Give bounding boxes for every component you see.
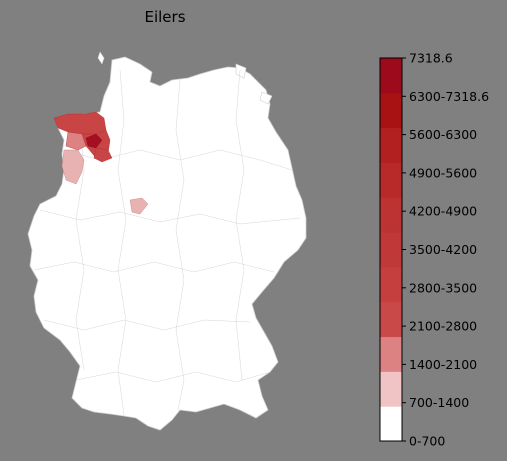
colorbar-ticks: 0-700 700-1400 1400-2100 2100-2800 2800-3500… bbox=[402, 51, 489, 449]
colorbar-tick-label: 3500-4200 bbox=[409, 242, 477, 257]
colorbar-tick-label: 5600-6300 bbox=[409, 127, 477, 142]
colorbar-bin bbox=[380, 336, 402, 372]
colorbar-bin bbox=[380, 197, 402, 233]
colorbar-tick-label: 4200-4900 bbox=[409, 204, 477, 219]
district-emsland bbox=[61, 149, 85, 185]
colorbar-bin bbox=[380, 127, 402, 163]
colorbar-tick-label: 4900-5600 bbox=[409, 165, 477, 180]
colorbar-tick-label: 700-1400 bbox=[409, 395, 469, 410]
colorbar-bin bbox=[380, 92, 402, 129]
district-leer bbox=[65, 131, 87, 151]
district-borders bbox=[33, 69, 301, 416]
map-title: Eilers bbox=[144, 8, 186, 26]
colorbar-bin bbox=[380, 371, 402, 407]
north-sea-islands bbox=[97, 51, 273, 105]
highlighted-districts bbox=[53, 111, 149, 215]
colorbar-tick-label: 0-700 bbox=[409, 434, 445, 449]
colorbar-tick-label: 2800-3500 bbox=[409, 280, 477, 295]
colorbar-tick-label: 1400-2100 bbox=[409, 357, 477, 372]
colorbar-bin bbox=[380, 232, 402, 268]
colorbar-bin bbox=[380, 301, 402, 338]
colorbar-tick-label: 6300-7318.6 bbox=[409, 89, 489, 104]
district-vechta bbox=[93, 147, 113, 163]
colorbar-tick-label: 7318.6 bbox=[409, 51, 453, 66]
colorbar-bin bbox=[380, 266, 402, 303]
germany-choropleth-map bbox=[27, 51, 307, 431]
colorbar-bin bbox=[380, 58, 402, 94]
colorbar-bins bbox=[380, 58, 402, 442]
colorbar-tick-label: 2100-2800 bbox=[409, 319, 477, 334]
district-central-light bbox=[129, 197, 149, 215]
colorbar-bin bbox=[380, 162, 402, 198]
colorbar-bin bbox=[380, 406, 402, 442]
district-dark-core bbox=[85, 133, 103, 149]
